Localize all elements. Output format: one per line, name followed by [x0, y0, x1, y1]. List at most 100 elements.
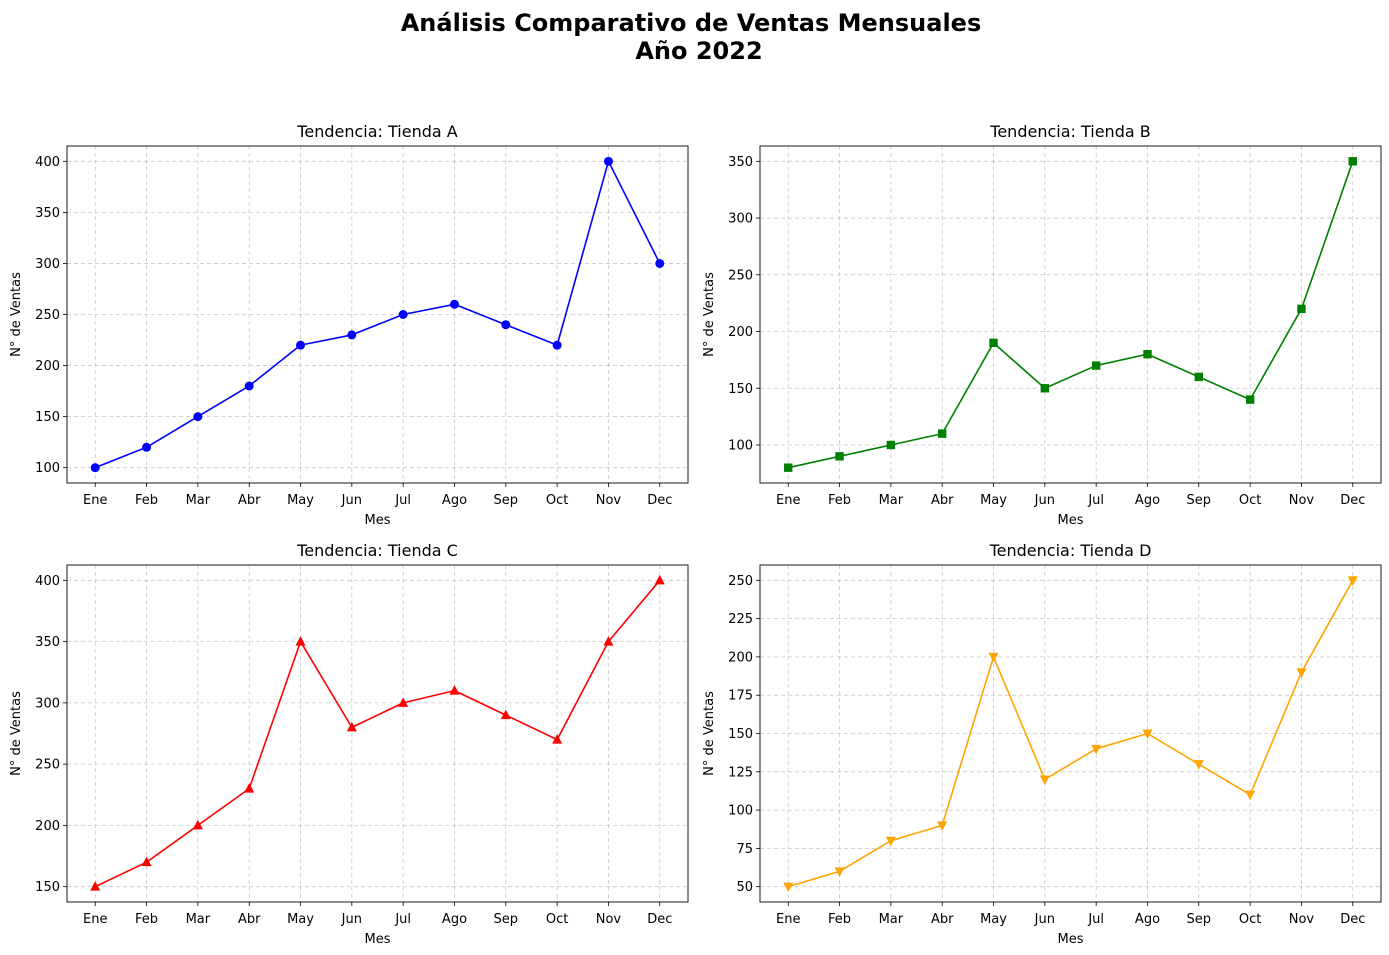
- x-tick-label: May: [980, 493, 1007, 508]
- y-tick-label: 150: [728, 382, 753, 397]
- x-tick-label: Sep: [1187, 912, 1212, 927]
- data-point: [244, 783, 255, 793]
- data-point: [937, 429, 947, 438]
- data-point: [347, 330, 357, 340]
- data-point: [90, 463, 100, 473]
- suptitle-line-1: Análisis Comparativo de Ventas Mensuales: [401, 9, 982, 37]
- y-tick-label: 250: [728, 574, 753, 589]
- x-tick-label: Ene: [83, 912, 107, 927]
- y-tick-label: 200: [35, 359, 60, 374]
- data-point: [552, 340, 562, 350]
- y-axis-label: N° de Ventas: [9, 272, 24, 357]
- y-tick-label: 400: [35, 574, 60, 589]
- data-point: [1040, 384, 1050, 393]
- y-tick-label: 50: [736, 880, 753, 895]
- subplot-grid: Ene Feb Mar Abr May Jun Jul Ago Sep Oct Nov Dec 100 1…: [9, 122, 1382, 947]
- data-point: [655, 258, 665, 268]
- panel-title: Tendencia: Tienda D: [989, 541, 1152, 560]
- x-tick-label: Mar: [186, 912, 211, 927]
- data-point: [142, 442, 152, 452]
- x-tick-label: Oct: [546, 912, 568, 927]
- y-tick-label: 100: [728, 438, 753, 453]
- x-tick-label: Nov: [1289, 912, 1315, 927]
- x-tick-label: Jul: [1087, 493, 1104, 508]
- data-point: [346, 721, 357, 732]
- data-point: [1245, 395, 1255, 404]
- data-point: [885, 836, 896, 847]
- x-tick-label: Dec: [1340, 493, 1365, 508]
- x-tick-label: Mar: [186, 493, 211, 508]
- data-point: [1296, 668, 1307, 678]
- x-tick-label: Nov: [596, 493, 622, 508]
- data-point: [783, 882, 794, 893]
- panel-title: Tendencia: Tienda B: [989, 122, 1150, 141]
- y-tick-label: 400: [35, 155, 60, 170]
- data-point: [937, 821, 948, 831]
- axes-frame: [66, 145, 689, 484]
- x-tick-label: Abr: [238, 912, 261, 927]
- data-point: [1091, 361, 1101, 370]
- axes-frame: [66, 564, 689, 903]
- x-tick-label: Nov: [1289, 493, 1315, 508]
- data-point: [296, 340, 306, 350]
- data-point: [1297, 304, 1306, 314]
- x-tick-label: Ago: [1135, 912, 1160, 927]
- x-axis-label: Mes: [1058, 513, 1084, 528]
- data-point: [193, 412, 203, 422]
- y-tick-label: 200: [35, 819, 60, 834]
- x-tick-label: Ago: [442, 912, 467, 927]
- data-point: [90, 881, 101, 891]
- x-tick-label: Abr: [931, 912, 954, 927]
- x-axis-label: Mes: [365, 513, 391, 528]
- data-point: [1091, 744, 1102, 755]
- y-tick-label: 100: [728, 804, 753, 819]
- x-tick-label: Jun: [1034, 912, 1055, 927]
- x-tick-label: Nov: [596, 912, 622, 927]
- data-point: [886, 440, 896, 450]
- y-tick-label: 350: [728, 155, 753, 170]
- y-tick-label: 150: [35, 410, 60, 425]
- series-line: [788, 579, 1354, 888]
- data-point: [1348, 157, 1357, 166]
- x-tick-label: Jul: [394, 912, 411, 927]
- chart-panel-d: Ene Feb Mar Abr May Jun Jul Ago Sep Oct Nov Dec 50 75…: [702, 541, 1382, 947]
- x-tick-label: May: [287, 912, 314, 927]
- data-point: [654, 574, 665, 585]
- chart-panel-c: Ene Feb Mar Abr May Jun Jul Ago Sep Oct Nov Dec 150 2…: [9, 541, 689, 947]
- x-tick-label: Dec: [1340, 912, 1365, 927]
- x-tick-label: Jun: [341, 493, 362, 508]
- data-point: [989, 338, 998, 348]
- y-tick-label: 200: [728, 325, 753, 340]
- data-point: [141, 856, 152, 867]
- x-tick-label: Dec: [647, 912, 672, 927]
- panel-title: Tendencia: Tienda C: [296, 541, 458, 560]
- data-point: [834, 867, 845, 877]
- data-point: [244, 381, 254, 391]
- y-tick-label: 100: [35, 461, 60, 476]
- data-point: [552, 734, 563, 744]
- x-tick-label: Feb: [135, 912, 158, 927]
- data-point: [784, 463, 793, 472]
- data-point: [295, 636, 306, 646]
- panel-title: Tendencia: Tienda A: [296, 122, 457, 141]
- data-point: [1039, 775, 1050, 785]
- chart-panel-a: Ene Feb Mar Abr May Jun Jul Ago Sep Oct Nov Dec 100 1…: [9, 122, 689, 528]
- x-axis-label: Mes: [365, 932, 391, 947]
- x-tick-label: Oct: [1239, 912, 1261, 927]
- x-tick-label: Abr: [931, 493, 954, 508]
- y-tick-label: 300: [35, 696, 60, 711]
- x-tick-label: Mar: [879, 912, 904, 927]
- data-point: [1194, 372, 1204, 382]
- x-tick-label: Sep: [1187, 493, 1212, 508]
- data-point: [603, 636, 614, 646]
- series-line: [94, 579, 661, 888]
- y-tick-label: 250: [728, 268, 753, 283]
- y-tick-label: 175: [728, 689, 753, 704]
- y-tick-label: 300: [35, 257, 60, 272]
- data-point: [501, 320, 511, 330]
- data-point: [398, 310, 408, 319]
- x-tick-label: Jun: [1034, 493, 1055, 508]
- series-line: [788, 161, 1354, 469]
- data-point: [988, 652, 999, 663]
